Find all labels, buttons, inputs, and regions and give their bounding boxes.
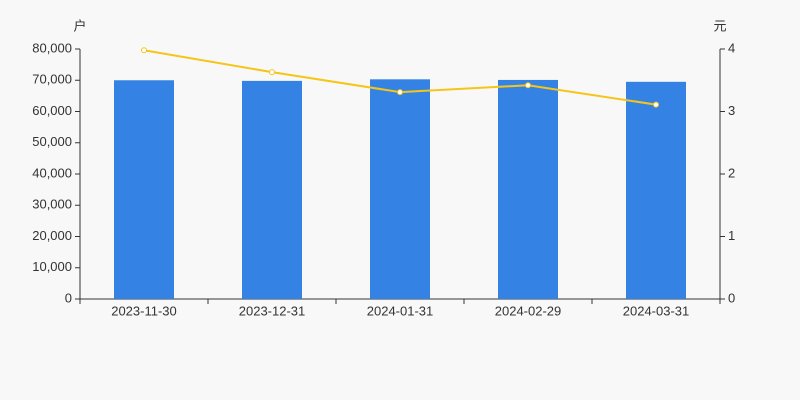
y-tick-label: 60,000 <box>32 103 72 118</box>
line-point <box>269 69 275 76</box>
line-point <box>525 82 531 89</box>
x-tick-label: 2024-01-31 <box>367 303 434 318</box>
y-tick-label: 30,000 <box>32 197 72 212</box>
y2-tick-label: 0 <box>728 290 735 305</box>
y-tick-label: 10,000 <box>32 259 72 274</box>
y2-tick-label: 1 <box>728 228 735 243</box>
bar <box>626 81 686 299</box>
y-tick-label: 70,000 <box>32 72 72 87</box>
bar <box>370 79 430 299</box>
y-tick-label: 50,000 <box>32 134 72 149</box>
line-point <box>141 47 147 54</box>
x-tick-label: 2024-03-31 <box>623 303 690 318</box>
y-tick-label: 20,000 <box>32 228 72 243</box>
y-axis-label: 户 <box>73 18 86 33</box>
line-point <box>653 101 659 108</box>
y-tick-label: 40,000 <box>32 165 72 180</box>
y2-tick-label: 4 <box>728 40 735 55</box>
y2-tick-label: 3 <box>728 103 735 118</box>
y2-axis-label: 元 <box>713 18 726 33</box>
x-tick-label: 2023-12-31 <box>239 303 306 318</box>
bar <box>242 80 302 299</box>
y-tick-label: 0 <box>65 290 72 305</box>
line-point <box>397 89 403 96</box>
y-tick-label: 80,000 <box>32 40 72 55</box>
bar <box>498 79 558 299</box>
bar <box>114 80 174 299</box>
y2-tick-label: 2 <box>728 165 735 180</box>
x-tick-label: 2023-11-30 <box>111 303 177 318</box>
x-tick-label: 2024-02-29 <box>495 303 562 318</box>
